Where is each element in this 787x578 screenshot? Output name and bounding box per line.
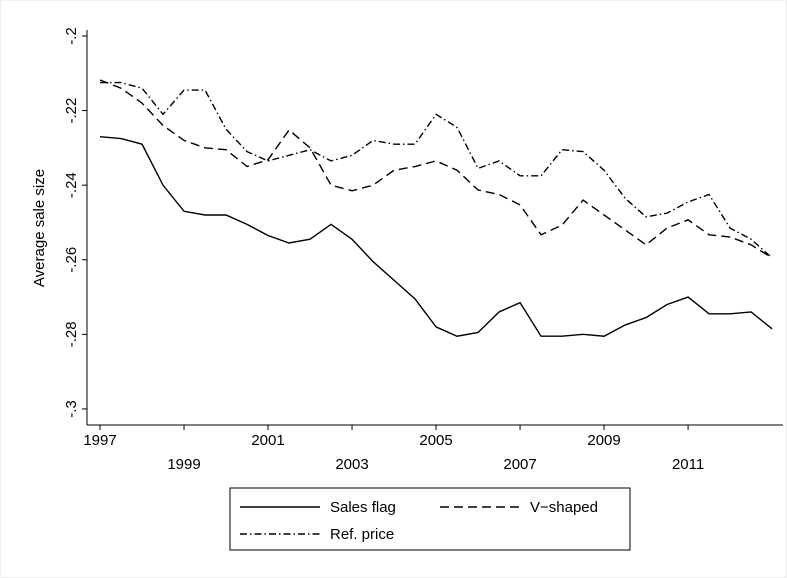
legend-label: Ref. price bbox=[330, 526, 394, 543]
y-tick-label: -.3 bbox=[63, 400, 80, 418]
y-tick-label: -.24 bbox=[63, 172, 80, 198]
y-tick-label: -.28 bbox=[63, 321, 80, 347]
y-tick-label: -.26 bbox=[63, 247, 80, 273]
data-line bbox=[99, 135, 773, 337]
legend-label: Sales flag bbox=[330, 499, 396, 516]
data-line bbox=[99, 79, 773, 259]
x-tick-label: 2003 bbox=[335, 456, 368, 473]
x-tick-label: 1997 bbox=[83, 432, 116, 449]
x-tick-label: 2005 bbox=[419, 432, 452, 449]
x-tick-label: 1999 bbox=[167, 456, 200, 473]
legend-box bbox=[229, 487, 631, 551]
x-tick-label: 2007 bbox=[503, 456, 536, 473]
data-line bbox=[100, 81, 773, 259]
y-tick-label: -.2 bbox=[63, 27, 80, 45]
x-tick-label: 2009 bbox=[587, 432, 620, 449]
legend-label: V−shaped bbox=[530, 499, 598, 516]
y-tick-label: -.22 bbox=[63, 98, 80, 124]
x-tick-label: 2011 bbox=[672, 456, 704, 473]
y-axis-label: Average sale size bbox=[31, 169, 48, 287]
x-tick-label: 2001 bbox=[251, 432, 284, 449]
